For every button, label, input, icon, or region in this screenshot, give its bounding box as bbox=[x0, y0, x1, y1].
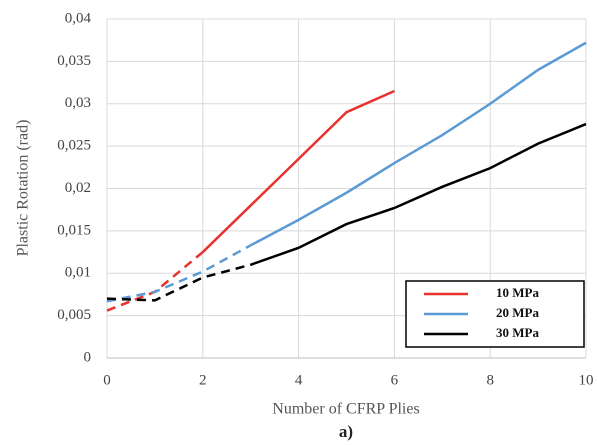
y-tick-label: 0,005 bbox=[57, 307, 91, 323]
y-tick-label: 0,035 bbox=[57, 53, 91, 69]
line-dashed bbox=[106, 251, 204, 312]
line bbox=[201, 89, 395, 253]
x-axis-title: Number of CFRP Plies bbox=[272, 401, 419, 418]
line bbox=[250, 122, 587, 266]
legend-label: 20 MPa bbox=[496, 305, 539, 320]
legend-label: 10 MPa bbox=[496, 285, 539, 300]
line bbox=[250, 41, 587, 247]
line-dashed bbox=[106, 263, 252, 302]
x-tick-label: 4 bbox=[295, 372, 303, 388]
y-axis-title: Plastic Rotation (rad) bbox=[15, 120, 32, 257]
x-tick-label: 8 bbox=[486, 372, 494, 388]
line-dashed bbox=[106, 244, 252, 303]
x-tick-label: 2 bbox=[199, 372, 207, 388]
y-tick-label: 0,02 bbox=[65, 180, 91, 196]
y-tick-label: 0,03 bbox=[65, 95, 91, 111]
x-tick-label: 0 bbox=[103, 372, 111, 388]
caption: a) bbox=[339, 422, 353, 441]
y-tick-label: 0,015 bbox=[57, 222, 91, 238]
x-tick-label: 10 bbox=[579, 372, 594, 388]
y-tick-label: 0,025 bbox=[57, 138, 91, 154]
legend-label: 30 MPa bbox=[496, 325, 539, 340]
x-tick-label: 6 bbox=[391, 372, 399, 388]
y-tick-label: 0 bbox=[84, 349, 92, 365]
y-tick-label: 0,01 bbox=[65, 265, 91, 281]
y-tick-label: 0,04 bbox=[65, 10, 92, 26]
